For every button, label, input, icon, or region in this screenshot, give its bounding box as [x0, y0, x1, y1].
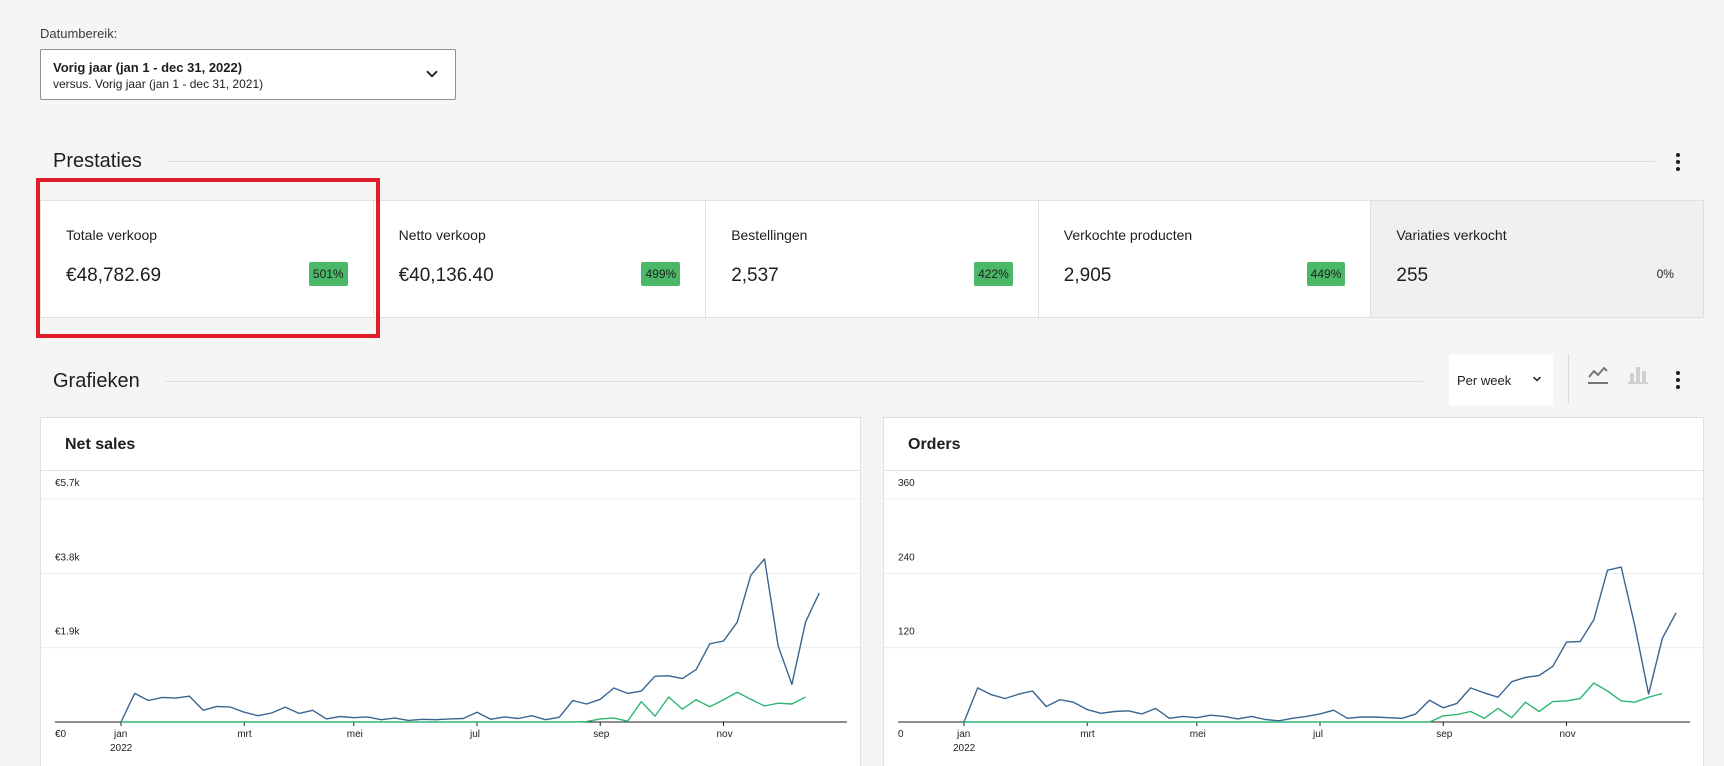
x-tick-label: nov — [1559, 729, 1575, 740]
series-line-1 — [120, 558, 820, 723]
section-divider — [167, 161, 1655, 162]
x-tick-sublabel: 2022 — [110, 743, 133, 754]
performance-header: Prestaties — [53, 150, 1655, 173]
x-tick-label: jul — [469, 729, 480, 740]
bar-chart-icon[interactable] — [1626, 362, 1650, 386]
perf-card-label: Variaties verkocht — [1396, 227, 1507, 243]
chevron-down-icon — [1533, 376, 1541, 382]
performance-kebab-menu-icon[interactable] — [1668, 149, 1688, 175]
y-tick-zero-label: 0 — [898, 729, 904, 740]
perf-card-delta-badge: 0% — [1652, 262, 1678, 286]
y-tick-label: 240 — [898, 552, 915, 563]
y-tick-label: €3.8k — [55, 552, 80, 563]
y-tick-label: €1.9k — [55, 627, 80, 638]
series-line-2 — [964, 682, 1663, 723]
charts-title: Grafieken — [53, 370, 140, 392]
orders-chart: 360 240 120 jan 2022 mrt mei jul sep nov 0 — [884, 478, 1705, 754]
toolbar-divider — [1568, 354, 1569, 404]
chart-card-orders: Orders 360 240 120 jan 2022 mrt mei jul sep nov 0 — [883, 417, 1705, 766]
x-tick-label: mei — [347, 729, 363, 740]
line-chart-icon[interactable] — [1586, 362, 1610, 386]
perf-card-items-sold[interactable]: Verkochte producten 2,905 449% — [1039, 201, 1372, 317]
chevron-down-icon — [426, 70, 438, 78]
charts-kebab-menu-icon[interactable] — [1668, 367, 1688, 393]
chart-title-divider — [41, 470, 860, 471]
perf-card-variations-sold[interactable]: Variaties verkocht 255 0% — [1371, 201, 1703, 317]
perf-card-orders[interactable]: Bestellingen 2,537 422% — [706, 201, 1039, 317]
series-line-1 — [963, 566, 1677, 723]
chart-title: Orders — [908, 436, 961, 453]
x-tick-label: mrt — [1080, 729, 1095, 740]
perf-card-value: 255 — [1396, 265, 1429, 286]
x-tick-label: sep — [1436, 729, 1453, 740]
date-range-primary: Vorig jaar (jan 1 - dec 31, 2022) — [53, 60, 243, 75]
x-tick-label: sep — [593, 729, 610, 740]
perf-card-delta-badge: 449% — [1306, 262, 1346, 286]
date-range-label: Datumbereik: — [40, 26, 118, 41]
interval-select-value: Per week — [1457, 372, 1512, 388]
y-tick-label: 360 — [898, 478, 915, 489]
perf-card-net-sales[interactable]: Netto verkoop €40,136.40 499% — [374, 201, 707, 317]
x-tick-sublabel: 2022 — [953, 743, 976, 754]
perf-card-label: Bestellingen — [731, 227, 808, 243]
perf-card-value: €40,136.40 — [398, 265, 494, 286]
perf-card-delta-badge: 499% — [641, 262, 681, 286]
net-sales-chart: €5.7k €3.8k €1.9k jan 2022 mrt mei jul sep nov €0 — [41, 478, 862, 754]
x-tick-label: jan — [956, 729, 970, 740]
perf-card-value: 2,537 — [731, 265, 779, 286]
performance-cards: Totale verkoop €48,782.69 501% Netto ver… — [40, 200, 1704, 318]
series-line-2 — [121, 691, 806, 723]
chart-title-divider — [884, 470, 1703, 471]
charts-header: Grafieken — [53, 370, 1423, 393]
chart-title: Net sales — [65, 436, 136, 453]
y-tick-label: 120 — [898, 627, 915, 638]
x-tick-label: mei — [1190, 729, 1206, 740]
perf-card-total-sales[interactable]: Totale verkoop €48,782.69 501% — [41, 201, 374, 317]
perf-card-value: €48,782.69 — [66, 265, 162, 286]
perf-card-value: 2,905 — [1063, 265, 1112, 286]
y-tick-label: €5.7k — [55, 478, 80, 489]
date-range-secondary: versus. Vorig jaar (jan 1 - dec 31, 2021… — [53, 77, 264, 91]
date-range-select[interactable]: Vorig jaar (jan 1 - dec 31, 2022) versus… — [40, 49, 456, 100]
x-tick-label: nov — [716, 729, 732, 740]
performance-title: Prestaties — [53, 150, 142, 172]
x-tick-label: jan — [113, 729, 127, 740]
perf-card-label: Totale verkoop — [66, 227, 158, 243]
x-tick-label: jul — [1312, 729, 1323, 740]
interval-select[interactable]: Per week — [1449, 355, 1553, 405]
perf-card-delta-badge: 422% — [974, 262, 1013, 286]
x-tick-label: mrt — [237, 729, 252, 740]
chart-card-net-sales: Net sales €5.7k €3.8k €1.9k jan 2022 mrt mei ju… — [40, 417, 862, 766]
y-tick-zero-label: €0 — [55, 729, 67, 740]
perf-card-delta-badge: 501% — [308, 262, 348, 286]
perf-card-label: Netto verkoop — [398, 227, 486, 243]
perf-card-label: Verkochte producten — [1063, 227, 1193, 243]
section-divider — [165, 381, 1423, 382]
